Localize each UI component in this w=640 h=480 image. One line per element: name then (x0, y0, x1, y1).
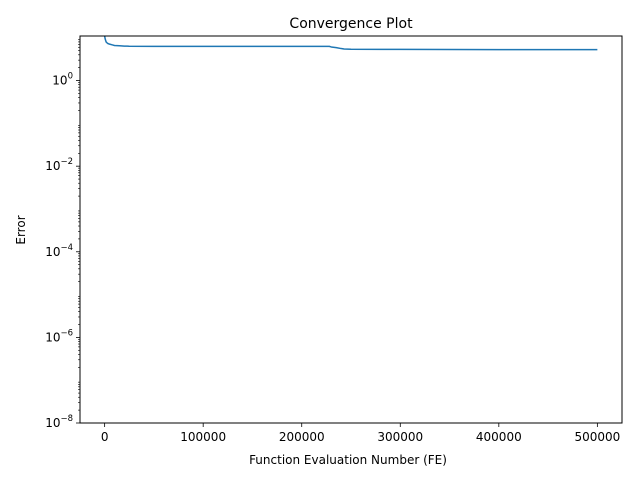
y-tick-label: 10−6 (45, 328, 73, 344)
x-tick-label: 500000 (574, 430, 620, 444)
x-axis-ticks: 0 100000 200000 300000 400000 500000 (101, 423, 620, 444)
plot-background (80, 36, 622, 423)
plot-frame (79, 35, 623, 424)
x-tick-label: 400000 (476, 430, 522, 444)
chart-title: Convergence Plot (289, 16, 413, 32)
y-axis-ticks: 100 10−2 10−4 10−6 10−8 (45, 39, 80, 430)
x-tick-label: 300000 (377, 430, 423, 444)
y-tick-label: 100 (52, 72, 73, 88)
x-tick-label: 200000 (279, 430, 325, 444)
x-tick-label: 100000 (180, 430, 226, 444)
y-tick-label: 10−4 (45, 243, 73, 259)
series-line-0 (103, 35, 598, 51)
y-tick-label: 10−8 (45, 414, 73, 430)
series-layer (103, 35, 598, 51)
y-axis-label: Error (14, 215, 28, 244)
y-tick-label: 10−2 (45, 157, 73, 173)
x-axis-label: Function Evaluation Number (FE) (249, 453, 447, 467)
x-tick-label: 0 (101, 430, 109, 444)
